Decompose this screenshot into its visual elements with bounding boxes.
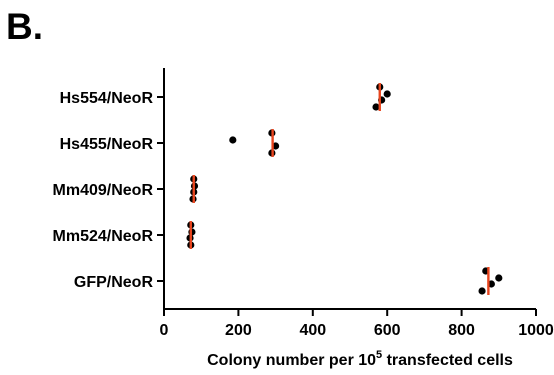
y-tick-label: GFP/NeoR — [74, 274, 154, 291]
x-axis-label-prefix: Colony number per 10 — [207, 352, 376, 369]
data-point — [383, 90, 391, 98]
x-tick-label: 0 — [160, 322, 169, 339]
data-point — [478, 287, 486, 295]
x-axis-label-suffix: transfected cells — [382, 352, 513, 369]
y-tick-label: Hs554/NeoR — [60, 90, 154, 107]
x-tick-label: 400 — [299, 322, 326, 339]
data-point — [495, 274, 503, 282]
axes — [163, 68, 536, 310]
x-ticks: 0 200 400 600 800 1000 — [160, 309, 554, 339]
y-ticks: Hs554/NeoR Hs455/NeoR Mm409/NeoR Mm524/NeoR… — [53, 90, 164, 291]
data-point — [229, 136, 237, 144]
x-tick-label: 200 — [225, 322, 252, 339]
x-tick-label: 800 — [448, 322, 475, 339]
data-point — [372, 103, 380, 111]
x-axis-label-superscript: 5 — [376, 349, 382, 361]
x-tick-label: 1000 — [518, 322, 554, 339]
data-marks — [186, 83, 503, 295]
panel-label: B. — [6, 6, 43, 47]
y-tick-label: Mm524/NeoR — [53, 228, 154, 245]
x-tick-label: 600 — [374, 322, 401, 339]
y-tick-label: Mm409/NeoR — [53, 182, 154, 199]
x-axis-label: Colony number per 105 transfected cells — [207, 349, 513, 369]
y-tick-label: Hs455/NeoR — [60, 136, 154, 153]
